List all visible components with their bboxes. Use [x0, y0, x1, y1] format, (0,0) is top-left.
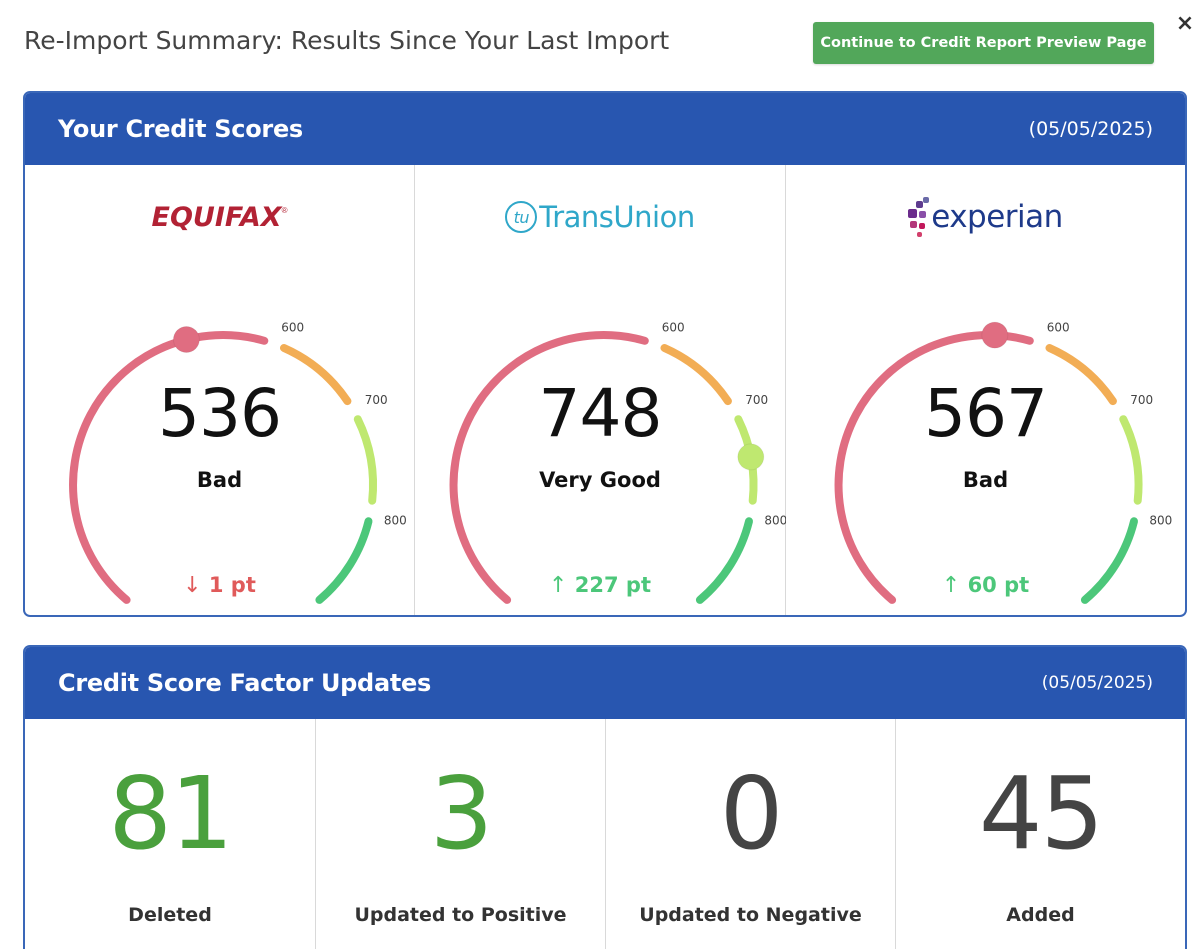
gauge-tick-label: 700: [1130, 393, 1153, 407]
gauge-score-marker: [737, 443, 765, 471]
credit-scores-title: Your Credit Scores: [58, 115, 303, 143]
factor-updated-negative: 0 Updated to Negative: [606, 719, 896, 949]
score-change: ↓ 1 pt: [25, 573, 414, 598]
gauge-segment: [1045, 344, 1117, 406]
score-change-text: 1 pt: [208, 573, 256, 597]
gauge-segment: [1119, 415, 1143, 505]
factor-deleted: 81 Deleted: [25, 719, 316, 949]
credit-scores-date: (05/05/2025): [1028, 118, 1153, 140]
gauge-score-marker: [981, 321, 1009, 349]
factor-value: 3: [429, 755, 494, 872]
gauge-segment: [315, 517, 373, 604]
equifax-logo: EQUIFAX ®: [151, 201, 288, 233]
transunion-mark-icon: tu: [505, 201, 538, 233]
gauge-tick-label: 600: [1047, 320, 1070, 334]
gauge-tick-label: 700: [365, 393, 388, 407]
score-rating: Bad: [196, 468, 243, 492]
factor-updates-date: (05/05/2025): [1041, 673, 1153, 693]
factor-label: Added: [1006, 904, 1075, 926]
gauge-segment: [695, 517, 753, 604]
bureau-equifax: EQUIFAX ® 600 700 800 536 Bad ↓ 1 pt: [25, 165, 415, 615]
bureau-experian: experian 600 700 800 567 Bad ↑ 60 pt: [786, 165, 1185, 615]
factor-label: Deleted: [128, 904, 212, 926]
gauge-segment: [69, 331, 269, 604]
close-icon[interactable]: ×: [1175, 10, 1195, 36]
arrow-down-icon: ↓: [183, 573, 202, 598]
credit-scores-panel: Your Credit Scores (05/05/2025) EQUIFAX ®…: [23, 91, 1187, 617]
factor-label: Updated to Negative: [639, 904, 862, 926]
factor-value: 0: [719, 755, 784, 872]
gauge-segment: [449, 331, 649, 604]
factor-value: 45: [978, 755, 1104, 872]
gauge-score-marker: [172, 326, 200, 353]
gauge-tick-label: 800: [384, 513, 407, 527]
score-row: EQUIFAX ® 600 700 800 536 Bad ↓ 1 pt tu Tra…: [25, 165, 1185, 615]
score-factor-updates-panel: Credit Score Factor Updates (05/05/2025)…: [23, 645, 1187, 949]
credit-scores-header: Your Credit Scores (05/05/2025): [25, 93, 1185, 165]
factor-updates-title: Credit Score Factor Updates: [58, 669, 431, 697]
factor-added: 45 Added: [896, 719, 1185, 949]
score-change: ↑ 227 pt: [415, 573, 785, 598]
continue-to-preview-button[interactable]: Continue to Credit Report Preview Page: [813, 22, 1154, 64]
arrow-up-icon: ↑: [941, 573, 961, 598]
factor-value: 81: [108, 755, 233, 872]
bureau-transunion: tu TransUnion 600 700 800 748 Very Good ↑ …: [415, 165, 786, 615]
score-gauge: 600 700 800: [69, 320, 407, 604]
gauge-tick-label: 800: [764, 513, 786, 527]
factor-label: Updated to Positive: [354, 904, 567, 926]
page-title: Re-Import Summary: Results Since Your La…: [24, 26, 670, 55]
score-rating: Bad: [962, 468, 1009, 492]
score-gauge: 600 700 800: [834, 320, 1172, 604]
factor-updated-positive: 3 Updated to Positive: [316, 719, 606, 949]
score-change-text: 60 pt: [967, 573, 1030, 597]
score-change: ↑ 60 pt: [786, 573, 1185, 598]
experian-logo: experian: [786, 193, 1185, 241]
experian-wordmark: experian: [931, 199, 1063, 235]
score-value: 748: [538, 375, 663, 452]
experian-dots-icon: [908, 195, 930, 239]
score-gauge: 600 700 800: [449, 320, 786, 604]
gauge-tick-label: 600: [662, 320, 685, 334]
equifax-wordmark: EQUIFAX: [151, 201, 282, 233]
gauge-segment: [660, 344, 732, 406]
gauge-tick-label: 700: [745, 393, 768, 407]
gauge-segment: [834, 331, 1034, 604]
score-rating: Very Good: [539, 468, 661, 492]
transunion-wordmark: TransUnion: [539, 200, 695, 234]
gauge-tick-label: 600: [281, 320, 304, 334]
gauge-segment: [353, 415, 377, 505]
score-change-text: 227 pt: [574, 573, 651, 597]
gauge-tick-label: 800: [1149, 513, 1172, 527]
gauge-segment: [1080, 517, 1138, 604]
gauge-segment: [280, 344, 352, 406]
score-value: 536: [158, 375, 282, 452]
transunion-logo: tu TransUnion: [415, 193, 785, 241]
score-value: 567: [924, 375, 1048, 452]
arrow-up-icon: ↑: [549, 573, 568, 598]
factor-row: 81 Deleted 3 Updated to Positive 0 Updat…: [25, 719, 1185, 949]
factor-updates-header: Credit Score Factor Updates (05/05/2025): [25, 647, 1185, 719]
